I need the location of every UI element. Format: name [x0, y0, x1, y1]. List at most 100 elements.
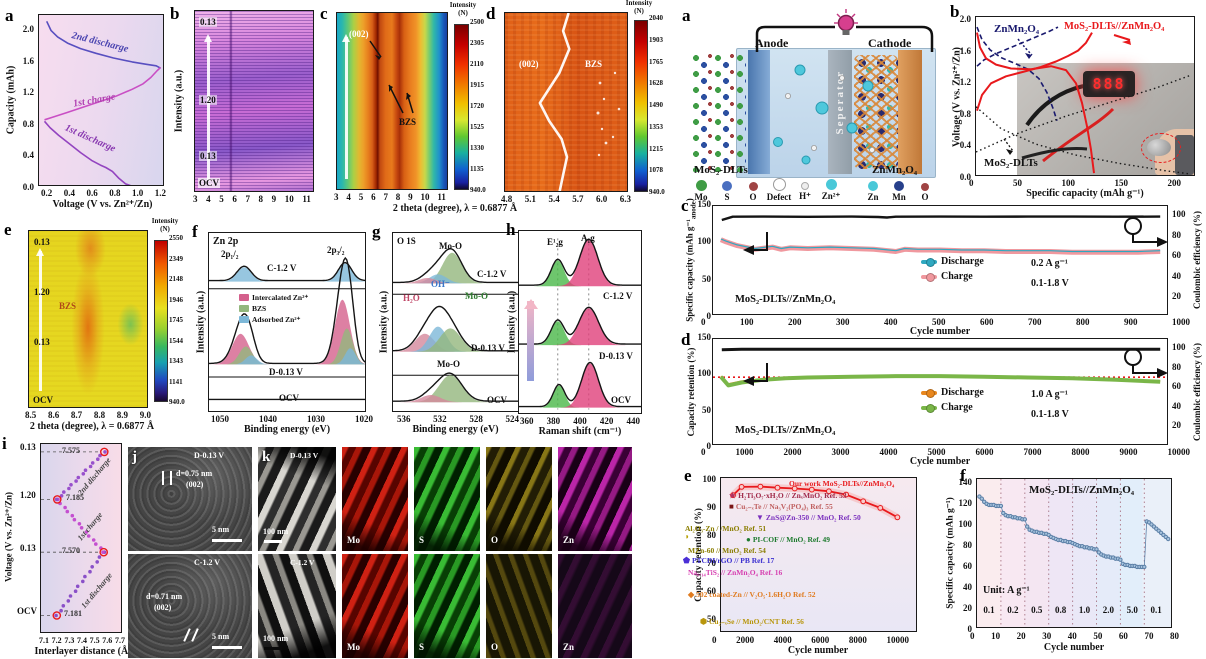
mo-o-label: Mo-O [465, 291, 488, 301]
legend-dot [825, 179, 837, 190]
legend-item: Defect [766, 178, 792, 202]
tick-label: 1.0 [1078, 605, 1091, 615]
tick-label: 9 [271, 194, 277, 204]
tick-label: 100 [1172, 209, 1186, 219]
tick-label: 1544 [169, 336, 183, 345]
axis-label-capacity: Specific capacity (mAh g⁻¹) [945, 497, 956, 609]
panel-label-c: c [320, 4, 328, 23]
legend-swatch [239, 305, 249, 312]
tick-label: 20 [1172, 420, 1181, 430]
unit-label: Unit: A g⁻¹ [983, 585, 1030, 596]
axis-label-ce: Coulombic efficiency (%) [1192, 211, 1202, 309]
zn-ions [773, 64, 874, 165]
axis-label-retention: Capacity retention (%) [686, 347, 696, 437]
colorbar-title: Intensity (N) [625, 0, 653, 15]
legend-item: Zn [860, 181, 886, 202]
tick-label: 2040 [649, 14, 663, 22]
y-ticks: 150 100 50 0 [697, 199, 712, 321]
anode-label: Anode [755, 36, 789, 50]
tick-label: 10 [991, 631, 1001, 641]
axis-label-2theta: 2 theta (degree), λ = 0.6877 Å [392, 203, 518, 214]
tick-label: 10000 [1167, 447, 1191, 457]
colorbar-ticks: 2500 2305 2110 1915 1720 1525 1330 1135 940.0 [470, 18, 496, 194]
tick-label: 528 [469, 414, 483, 424]
annotation-arrows [369, 40, 414, 114]
tick-label: 2.0 [22, 24, 34, 34]
legend-label: Intercalated Zn²⁺ [252, 293, 309, 302]
rate-label: 1.0 A g⁻¹ [1031, 389, 1068, 400]
tick-label: 20 [1016, 631, 1026, 641]
cell-label: MoS₂-DLTs//ZnMn₂O₄ [1029, 484, 1135, 496]
trace-label: OCV [611, 395, 631, 405]
tick-label: 7.7 [114, 636, 125, 645]
tick-label: 4000 [879, 447, 898, 457]
tick-label: 0.5 [1031, 605, 1043, 615]
tick-label: 5000 [927, 447, 946, 457]
voltage-range-label: 0.1-1.8 V [1031, 409, 1069, 420]
x-ticks: 0.2 0.4 0.6 0.8 1.0 1.2 [41, 188, 166, 198]
tick-label: 5 [358, 192, 364, 202]
tick-label: 0 [706, 310, 712, 321]
x-ticks: 360 380 400 420 440 [520, 416, 640, 426]
tick-label: 5.4 [548, 194, 560, 204]
tick-label: 1040 [259, 414, 277, 424]
tick-label: 0.8 [109, 188, 121, 198]
x-ticks: 7.1 7.2 7.3 7.4 7.5 7.6 7.7 [39, 636, 125, 645]
interlayer-value: 7.570 [62, 546, 80, 555]
curve-arrows [1003, 34, 1131, 155]
voltage-range-label: 0.1-1.8 V [1031, 278, 1069, 289]
tick-label: 1141 [169, 377, 183, 386]
tick-label: 1525 [470, 123, 484, 131]
dspacing-label: d=0.71 nm [146, 592, 183, 601]
tick-label: 10000 [886, 635, 909, 645]
tick-label: 0.4 [63, 188, 75, 198]
legend-label: Mo [694, 192, 708, 202]
tick-label: 4 [206, 194, 211, 204]
panel-label-j: j [132, 449, 137, 465]
tick-label: 0.2 [41, 188, 53, 198]
axis-label-cycle: Cycle number [909, 326, 971, 337]
right-y-ticks: 100 80 60 40 20 [1172, 342, 1188, 430]
tick-label: 8.6 [47, 410, 60, 420]
legend-marker [921, 257, 937, 267]
tick-label: 50 [707, 614, 716, 624]
gcd-curves [43, 20, 162, 185]
voltage-annotation: 1.20 [199, 95, 217, 105]
colorbar-title: Intensity (N) [449, 1, 477, 17]
x-ticks: 3 4 5 6 7 8 9 10 11 [334, 192, 446, 202]
plane-002-annotation: (002) [519, 59, 539, 69]
legend-item: O [740, 182, 766, 202]
element-label: S [419, 535, 425, 545]
znmn2o4-crystal [854, 55, 898, 169]
tick-label: 5.0 [1126, 605, 1138, 615]
tick-label: 20 [963, 603, 972, 613]
axis-label-voltage: Voltage (V vs. Zn²⁺/Zn) [52, 199, 153, 210]
tick-label: 7.1 [39, 636, 49, 645]
raman-traces [519, 238, 641, 410]
trace-label: D-0.13 V [471, 343, 505, 353]
trace-label: D-0.13 V [599, 351, 633, 361]
voltage-annotation: 0.13 [34, 337, 50, 347]
tick-label: 940.0 [649, 188, 665, 196]
tick-label: 0 [712, 635, 717, 645]
legend-item: H⁺ [792, 182, 818, 202]
tick-label: 2110 [470, 60, 484, 68]
tick-label: 90 [707, 502, 716, 512]
tick-label: 0.1 [1150, 605, 1162, 615]
reference-entry: ◑ [684, 533, 691, 541]
trace-label: OCV [279, 393, 299, 403]
scan-direction-arrow [36, 248, 43, 391]
tick-label: 140 [958, 477, 973, 487]
tick-label: 0 [701, 447, 706, 457]
our-work-curve [730, 483, 901, 521]
panel-label-rf: f [960, 466, 966, 485]
tick-label: 532 [433, 414, 447, 424]
colorbar [154, 240, 168, 402]
legend-marker [921, 272, 937, 282]
scan-direction-arrow [204, 34, 211, 181]
legend-label: Adsorbed Zn²⁺ [252, 315, 301, 324]
e2g-label: E¹₂g [547, 237, 563, 247]
hrtem-discharged: j D-0.13 V d=0.75 nm (002) 5 nm [128, 447, 252, 551]
tick-label: 7 [383, 192, 388, 202]
y-cat-013b: 0.13 [20, 543, 36, 553]
